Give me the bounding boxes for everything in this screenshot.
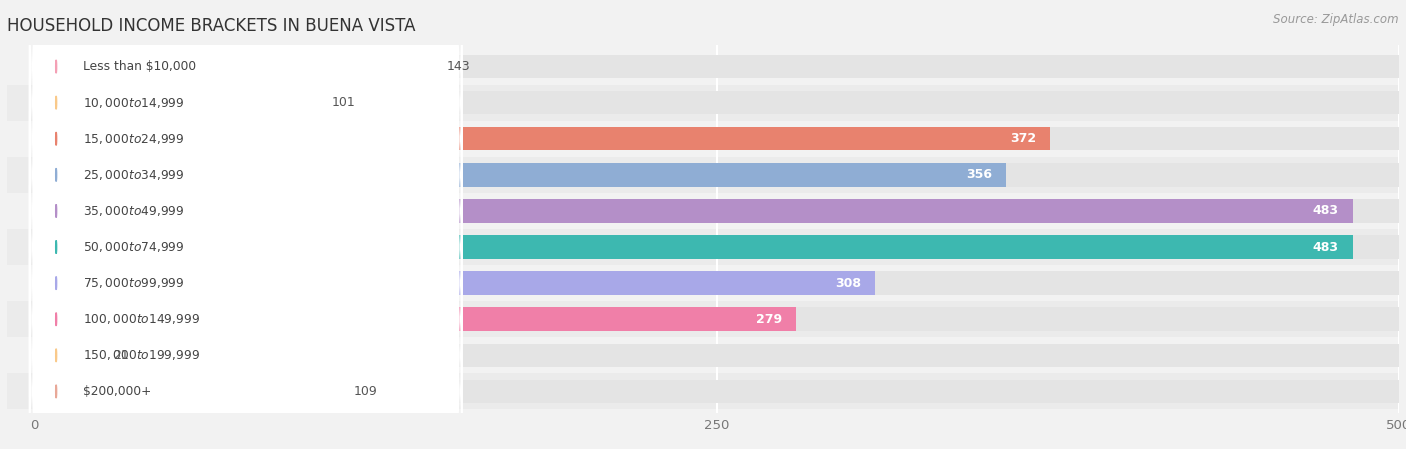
Bar xyxy=(7,48,1399,84)
Bar xyxy=(34,127,1050,150)
Text: Source: ZipAtlas.com: Source: ZipAtlas.com xyxy=(1274,13,1399,26)
Text: $15,000 to $24,999: $15,000 to $24,999 xyxy=(83,132,186,146)
Bar xyxy=(34,235,1353,259)
Bar xyxy=(34,199,1399,223)
Text: 356: 356 xyxy=(966,168,993,181)
Text: 101: 101 xyxy=(332,96,356,109)
Text: 279: 279 xyxy=(756,313,782,326)
Bar xyxy=(34,199,1353,223)
Bar xyxy=(34,55,1399,78)
FancyBboxPatch shape xyxy=(30,185,463,449)
Text: $25,000 to $34,999: $25,000 to $34,999 xyxy=(83,168,186,182)
Bar xyxy=(34,163,1399,187)
Text: $50,000 to $74,999: $50,000 to $74,999 xyxy=(83,240,186,254)
Text: HOUSEHOLD INCOME BRACKETS IN BUENA VISTA: HOUSEHOLD INCOME BRACKETS IN BUENA VISTA xyxy=(7,17,416,35)
Bar xyxy=(34,380,1399,403)
Bar xyxy=(7,157,1399,193)
FancyBboxPatch shape xyxy=(30,0,463,273)
Bar xyxy=(7,337,1399,374)
Bar xyxy=(34,127,1399,150)
Bar xyxy=(7,193,1399,229)
Text: $150,000 to $199,999: $150,000 to $199,999 xyxy=(83,348,201,362)
Bar xyxy=(34,271,1399,295)
Text: 483: 483 xyxy=(1313,204,1339,217)
Bar xyxy=(34,380,332,403)
FancyBboxPatch shape xyxy=(30,113,463,449)
Text: 483: 483 xyxy=(1313,241,1339,254)
Bar xyxy=(34,163,1005,187)
Text: $10,000 to $14,999: $10,000 to $14,999 xyxy=(83,96,186,110)
Text: 372: 372 xyxy=(1010,132,1036,145)
FancyBboxPatch shape xyxy=(30,4,463,345)
Text: $200,000+: $200,000+ xyxy=(83,385,152,398)
FancyBboxPatch shape xyxy=(30,77,463,417)
FancyBboxPatch shape xyxy=(30,0,463,309)
Bar xyxy=(34,91,309,114)
Text: $35,000 to $49,999: $35,000 to $49,999 xyxy=(83,204,186,218)
Text: 308: 308 xyxy=(835,277,862,290)
Bar xyxy=(34,55,425,78)
Text: 109: 109 xyxy=(354,385,377,398)
Bar xyxy=(34,271,875,295)
Bar xyxy=(7,374,1399,409)
Bar xyxy=(34,308,1399,331)
Bar xyxy=(7,265,1399,301)
FancyBboxPatch shape xyxy=(30,0,463,237)
Bar xyxy=(7,121,1399,157)
Text: Less than $10,000: Less than $10,000 xyxy=(83,60,197,73)
Bar xyxy=(7,84,1399,121)
Text: 143: 143 xyxy=(447,60,470,73)
Text: 21: 21 xyxy=(114,349,129,362)
FancyBboxPatch shape xyxy=(30,149,463,449)
Bar xyxy=(34,308,796,331)
FancyBboxPatch shape xyxy=(30,41,463,381)
Bar xyxy=(34,91,1399,114)
Bar xyxy=(34,235,1399,259)
Bar xyxy=(34,343,1399,367)
Text: $75,000 to $99,999: $75,000 to $99,999 xyxy=(83,276,186,290)
Bar xyxy=(7,301,1399,337)
Bar xyxy=(34,343,91,367)
Bar xyxy=(7,229,1399,265)
Text: $100,000 to $149,999: $100,000 to $149,999 xyxy=(83,312,201,326)
FancyBboxPatch shape xyxy=(30,221,463,449)
